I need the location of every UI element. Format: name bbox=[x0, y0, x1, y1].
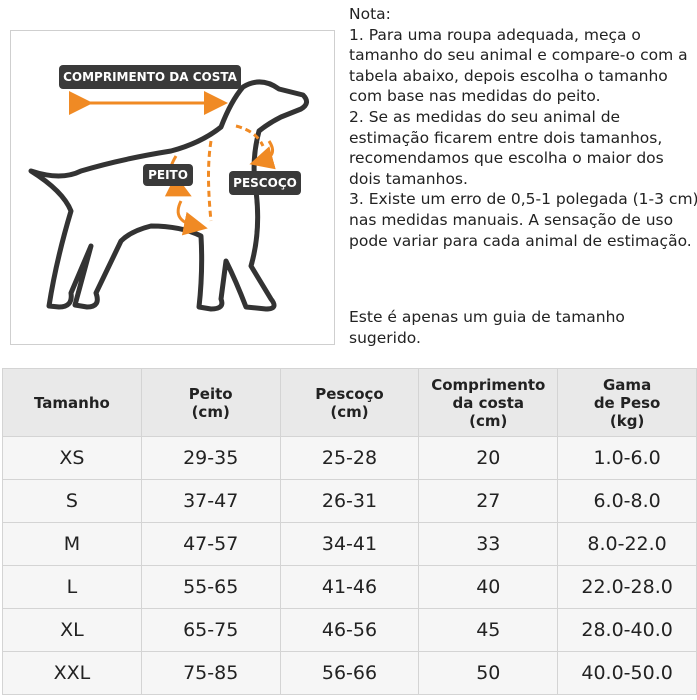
table-cell: 8.0-22.0 bbox=[557, 522, 697, 566]
table-cell: 6.0-8.0 bbox=[557, 479, 697, 523]
table-cell: 20 bbox=[418, 436, 559, 480]
note-line: 1. Para uma roupa adequada, meça o bbox=[349, 25, 641, 44]
header-cell: Gama de Peso (kg) bbox=[557, 368, 697, 437]
table-cell: 37-47 bbox=[140, 479, 281, 523]
table-cell: 65-75 bbox=[140, 608, 281, 652]
header-text: Pescoço bbox=[315, 384, 384, 403]
chest-label: PEITO bbox=[148, 168, 188, 182]
header-text: (kg) bbox=[609, 411, 645, 430]
table-cell: L bbox=[2, 565, 142, 609]
label-box bbox=[229, 171, 301, 195]
label-box bbox=[143, 164, 193, 186]
note-line: dois tamanhos. bbox=[349, 169, 468, 188]
note-line: 2. Se as medidas do seu animal de bbox=[349, 107, 621, 126]
table-row: L 55-65 41-46 40 22.0-28.0 bbox=[2, 565, 697, 609]
header-text: Peito bbox=[188, 384, 233, 403]
neck-label: PESCOÇO bbox=[233, 176, 297, 190]
chest-arrow bbox=[176, 200, 208, 236]
table-row: XL 65-75 46-56 45 28.0-40.0 bbox=[2, 608, 697, 652]
guide-line: Este é apenas um guia de tamanho bbox=[349, 308, 625, 326]
table-header: Tamanho Peito (cm) Pescoço (cm) Comprimento da… bbox=[2, 368, 697, 437]
note-line: recomendamos que escolha o maior dos bbox=[349, 149, 664, 168]
table-cell: 29-35 bbox=[140, 436, 281, 480]
note-line: tabela abaixo, depois escolha o tamanho bbox=[349, 66, 668, 85]
dog-illustration: COMPRIMENTO DA COSTA PEITO PESCOÇO bbox=[28, 65, 309, 312]
dog-outline bbox=[28, 79, 309, 312]
table-cell: 27 bbox=[418, 479, 559, 523]
header-text: (cm) bbox=[191, 402, 230, 421]
table-cell: S bbox=[2, 479, 142, 523]
table-cell: 55-65 bbox=[140, 565, 281, 609]
note-line: nas medidas manuais. A sensação de uso bbox=[349, 210, 674, 229]
table-cell: 26-31 bbox=[279, 479, 420, 523]
header-row: Tamanho Peito (cm) Pescoço (cm) Comprimento da… bbox=[2, 368, 697, 437]
header-text: (cm) bbox=[330, 402, 369, 421]
table-cell: XS bbox=[2, 436, 142, 480]
header-text: da costa bbox=[452, 393, 525, 412]
note-line: pode variar para cada animal de estimaçã… bbox=[349, 231, 692, 250]
table-cell: 1.0-6.0 bbox=[557, 436, 697, 480]
table-cell: 40.0-50.0 bbox=[557, 651, 697, 695]
header-cell: Tamanho bbox=[2, 368, 142, 437]
table-cell: M bbox=[2, 522, 142, 566]
table-cell: 22.0-28.0 bbox=[557, 565, 697, 609]
table-cell: 40 bbox=[418, 565, 559, 609]
neck-arrow bbox=[249, 140, 276, 170]
label-box bbox=[59, 65, 241, 89]
dog-diagram: COMPRIMENTO DA COSTA PEITO PESCOÇO bbox=[10, 30, 335, 345]
note-line: com base nas medidas do peito. bbox=[349, 87, 601, 106]
table-row: XS 29-35 25-28 20 1.0-6.0 bbox=[2, 436, 697, 480]
chest-line bbox=[207, 140, 213, 222]
table-cell: 25-28 bbox=[279, 436, 420, 480]
header-cell: Pescoço (cm) bbox=[279, 368, 420, 437]
table-row: XXL 75-85 56-66 50 40.0-50.0 bbox=[2, 651, 697, 695]
header-text: Comprimento bbox=[431, 375, 546, 394]
table-cell: 75-85 bbox=[140, 651, 281, 695]
header-text: Tamanho bbox=[33, 393, 110, 412]
note-line: 3. Existe um erro de 0,5-1 polegada (1-3… bbox=[349, 190, 697, 209]
guide-note: Este é apenas um guia de tamanho sugerido… bbox=[349, 307, 625, 348]
note-line: estimação ficarem entre dois tamanhos, bbox=[349, 128, 663, 147]
table-row: M 47-57 34-41 33 8.0-22.0 bbox=[2, 522, 697, 566]
table-cell: 46-56 bbox=[279, 608, 420, 652]
table-cell: 33 bbox=[418, 522, 559, 566]
table-row: S 37-47 26-31 27 6.0-8.0 bbox=[2, 479, 697, 523]
table-cell: 50 bbox=[418, 651, 559, 695]
table-cell: 45 bbox=[418, 608, 559, 652]
table-cell: 28.0-40.0 bbox=[557, 608, 697, 652]
table-cell: 47-57 bbox=[140, 522, 281, 566]
table-body: XS 29-35 25-28 20 1.0-6.0 S 37-47 26-31 27 6.0-8.… bbox=[2, 436, 697, 695]
table-cell: 34-41 bbox=[279, 522, 420, 566]
size-table: Tamanho Peito (cm) Pescoço (cm) Comprimento da… bbox=[2, 368, 697, 695]
note: Nota: 1. Para uma roupa adequada, meça o t… bbox=[349, 4, 697, 251]
header-cell: Peito (cm) bbox=[140, 368, 281, 437]
note-line: Nota: bbox=[349, 5, 391, 23]
header-text: de Peso bbox=[593, 393, 661, 412]
back-length-label: COMPRIMENTO DA COSTA bbox=[63, 70, 238, 84]
guide-line: sugerido. bbox=[349, 328, 421, 347]
header-text: Gama bbox=[603, 375, 652, 394]
table-cell: 56-66 bbox=[279, 651, 420, 695]
neck-line bbox=[235, 124, 265, 147]
header-text: (cm) bbox=[469, 411, 508, 430]
note-line: tamanho do seu animal e compare-o com a bbox=[349, 46, 688, 65]
table-cell: XXL bbox=[2, 651, 142, 695]
table-cell: XL bbox=[2, 608, 142, 652]
header-cell: Comprimento da costa (cm) bbox=[418, 368, 559, 437]
table-cell: 41-46 bbox=[279, 565, 420, 609]
